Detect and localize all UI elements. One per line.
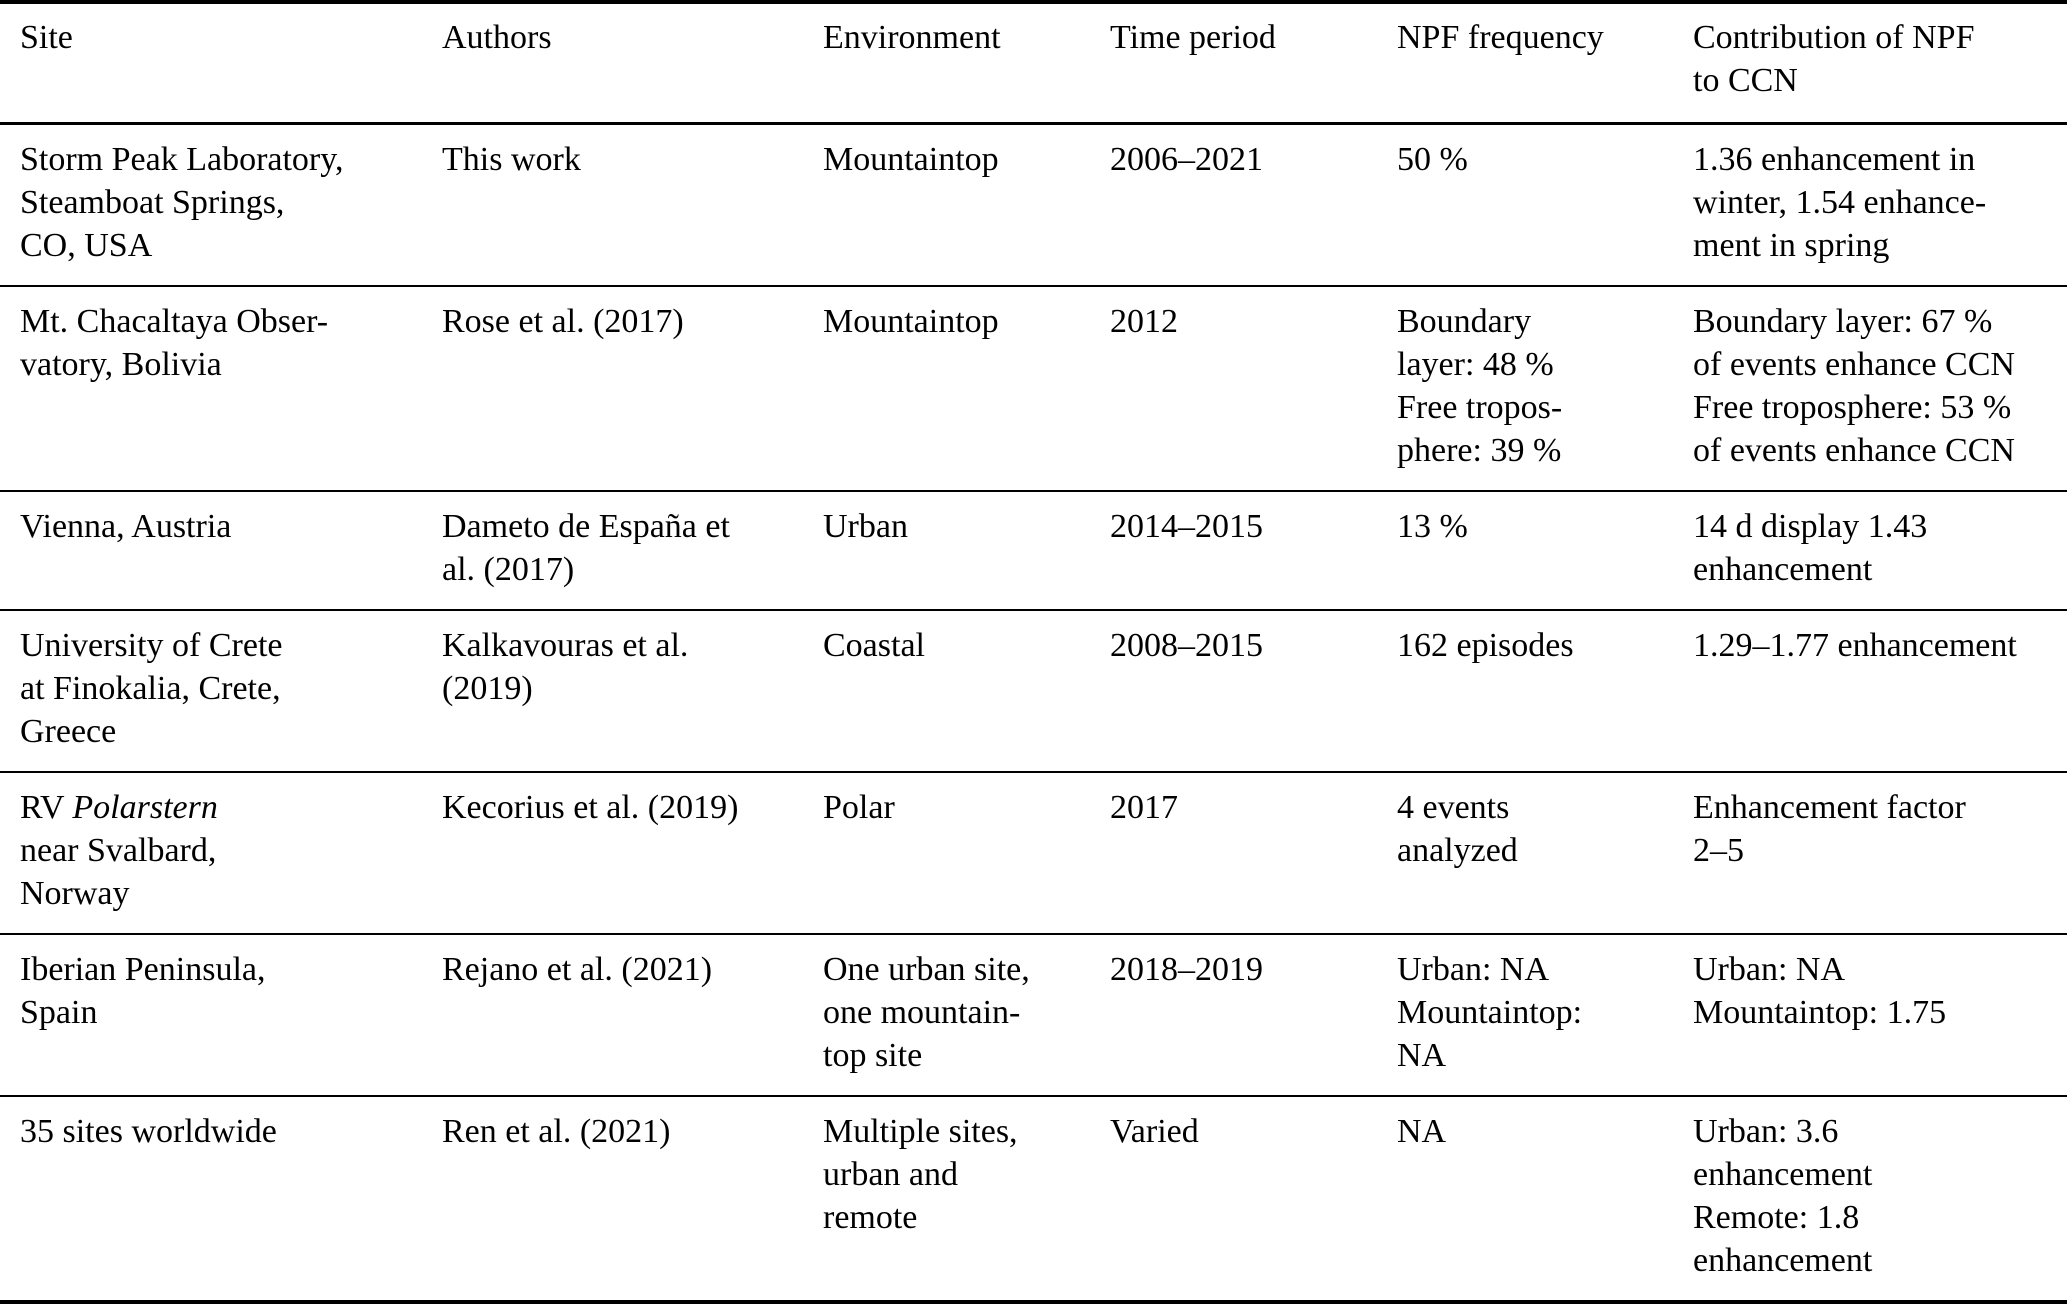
cell-r4-site: University of Crete at Finokalia, Crete,… bbox=[20, 627, 283, 750]
cell-r4-time-period: 2008–2015 bbox=[1110, 627, 1263, 664]
cell-r2-npf-frequency: Boundary layer: 48 % Free tropos- phere:… bbox=[1397, 303, 1563, 469]
table-row-polarstern: RV Polarstern near Svalbard, Norway Keco… bbox=[0, 772, 2067, 934]
cell-r3-contribution: 14 d display 1.43 enhancement bbox=[1693, 508, 1928, 588]
cell-r5-site-prefix: RV bbox=[20, 789, 73, 826]
cell-r5-npf-frequency: 4 events analyzed bbox=[1397, 789, 1518, 869]
cell-r1-time-period: 2006–2021 bbox=[1110, 141, 1263, 178]
cell-r2-site: Mt. Chacaltaya Obser- vatory, Bolivia bbox=[20, 303, 329, 383]
cell-r6-authors: Rejano et al. (2021) bbox=[442, 951, 713, 988]
cell-r7-site: 35 sites worldwide bbox=[20, 1113, 277, 1150]
col-header-contribution: Contribution of NPF to CCN bbox=[1693, 19, 1975, 99]
cell-r5-environment: Polar bbox=[823, 789, 895, 826]
cell-r1-contribution: 1.36 enhancement in winter, 1.54 enhance… bbox=[1693, 141, 1987, 264]
header-row: Site Authors Environment Time period NPF… bbox=[0, 2, 2067, 124]
cell-r3-npf-frequency: 13 % bbox=[1397, 508, 1468, 545]
cell-r1-environment: Mountaintop bbox=[823, 141, 999, 178]
table-row-storm-peak: Storm Peak Laboratory, Steamboat Springs… bbox=[0, 124, 2067, 287]
cell-r7-npf-frequency: NA bbox=[1397, 1113, 1447, 1150]
cell-r3-authors: Dameto de España et al. (2017) bbox=[442, 508, 730, 588]
cell-r2-authors: Rose et al. (2017) bbox=[442, 303, 684, 340]
cell-r5-contribution: Enhancement factor 2–5 bbox=[1693, 789, 1966, 869]
cell-r4-npf-frequency: 162 episodes bbox=[1397, 627, 1574, 664]
table-row-iberian: Iberian Peninsula, Spain Rejano et al. (… bbox=[0, 934, 2067, 1096]
col-header-time-period: Time period bbox=[1110, 19, 1276, 56]
cell-r5-time-period: 2017 bbox=[1110, 789, 1178, 826]
cell-r2-environment: Mountaintop bbox=[823, 303, 999, 340]
cell-r5-site: RV Polarstern near Svalbard, Norway bbox=[0, 772, 442, 934]
col-header-environment: Environment bbox=[823, 19, 1001, 56]
cell-r4-contribution: 1.29–1.77 enhancement bbox=[1693, 627, 2017, 664]
table-row-crete: University of Crete at Finokalia, Crete,… bbox=[0, 610, 2067, 772]
cell-r1-npf-frequency: 50 % bbox=[1397, 141, 1468, 178]
table-row-chacaltaya: Mt. Chacaltaya Obser- vatory, Bolivia Ro… bbox=[0, 286, 2067, 491]
table-row-vienna: Vienna, Austria Dameto de España et al. … bbox=[0, 491, 2067, 610]
cell-r7-authors: Ren et al. (2021) bbox=[442, 1113, 671, 1150]
col-header-authors: Authors bbox=[442, 19, 552, 56]
col-header-npf-frequency: NPF frequency bbox=[1397, 19, 1604, 56]
cell-r6-environment: One urban site, one mountain- top site bbox=[823, 951, 1030, 1074]
col-header-site: Site bbox=[20, 19, 73, 56]
cell-r4-environment: Coastal bbox=[823, 627, 925, 664]
cell-r3-environment: Urban bbox=[823, 508, 908, 545]
cell-r3-site: Vienna, Austria bbox=[20, 508, 232, 545]
cell-r5-authors: Kecorius et al. (2019) bbox=[442, 789, 739, 826]
cell-r4-authors: Kalkavouras et al. (2019) bbox=[442, 627, 689, 707]
cell-r6-time-period: 2018–2019 bbox=[1110, 951, 1263, 988]
cell-r7-time-period: Varied bbox=[1110, 1113, 1199, 1150]
cell-r6-contribution: Urban: NA Mountaintop: 1.75 bbox=[1693, 951, 1947, 1031]
cell-r5-site-suffix: near Svalbard, Norway bbox=[20, 832, 217, 912]
table-row-worldwide: 35 sites worldwide Ren et al. (2021) Mul… bbox=[0, 1096, 2067, 1302]
cell-r7-environment: Multiple sites, urban and remote bbox=[823, 1113, 1018, 1236]
cell-r1-authors: This work bbox=[442, 141, 581, 178]
cell-r2-contribution: Boundary layer: 67 % of events enhance C… bbox=[1693, 303, 2015, 469]
cell-r1-site: Storm Peak Laboratory, Steamboat Springs… bbox=[20, 141, 344, 264]
cell-r6-npf-frequency: Urban: NA Mountaintop: NA bbox=[1397, 951, 1583, 1074]
cell-r2-time-period: 2012 bbox=[1110, 303, 1178, 340]
cell-r3-time-period: 2014–2015 bbox=[1110, 508, 1263, 545]
cell-r6-site: Iberian Peninsula, Spain bbox=[20, 951, 266, 1031]
cell-r5-site-vessel-name: Polarstern bbox=[72, 789, 218, 826]
cell-r7-contribution: Urban: 3.6 enhancement Remote: 1.8 enhan… bbox=[1693, 1113, 1873, 1279]
